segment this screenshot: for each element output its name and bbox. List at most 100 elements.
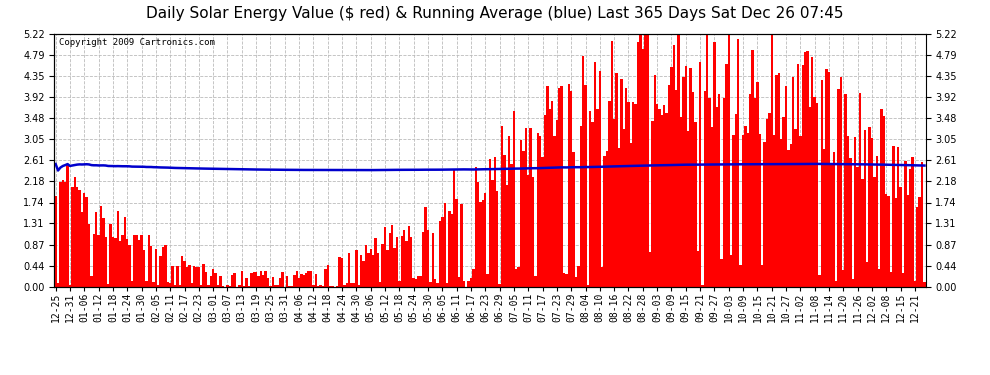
Bar — [410, 237, 413, 287]
Bar — [73, 177, 76, 287]
Bar — [706, 34, 709, 287]
Bar — [651, 121, 653, 287]
Bar — [844, 94, 846, 287]
Bar — [437, 282, 439, 287]
Bar — [826, 69, 828, 287]
Bar — [542, 158, 544, 287]
Bar — [88, 224, 90, 287]
Bar — [227, 285, 229, 287]
Bar — [288, 286, 291, 287]
Bar — [713, 42, 716, 287]
Bar — [389, 232, 391, 287]
Bar — [460, 204, 462, 287]
Bar — [548, 109, 550, 287]
Bar — [56, 284, 59, 287]
Bar — [515, 269, 518, 287]
Bar — [64, 182, 66, 287]
Bar — [181, 255, 183, 287]
Bar — [866, 262, 868, 287]
Bar — [892, 146, 895, 287]
Bar — [355, 250, 357, 287]
Bar — [430, 282, 432, 287]
Bar — [374, 238, 376, 287]
Bar — [530, 128, 532, 287]
Bar — [912, 157, 914, 287]
Bar — [765, 119, 768, 287]
Bar — [916, 207, 919, 287]
Bar — [620, 79, 623, 287]
Bar — [417, 276, 420, 287]
Bar — [300, 274, 303, 287]
Bar — [508, 136, 510, 287]
Bar — [215, 273, 217, 287]
Bar — [143, 251, 146, 287]
Bar — [379, 282, 381, 287]
Bar — [364, 246, 367, 287]
Bar — [723, 98, 725, 287]
Bar — [899, 187, 902, 287]
Bar — [102, 218, 105, 287]
Bar — [563, 273, 565, 287]
Bar — [601, 267, 604, 287]
Bar — [462, 281, 465, 287]
Bar — [90, 276, 93, 287]
Bar — [149, 246, 152, 287]
Bar — [591, 122, 594, 287]
Bar — [885, 194, 887, 287]
Bar — [188, 265, 190, 287]
Bar — [682, 77, 684, 287]
Bar — [878, 269, 880, 287]
Bar — [735, 114, 738, 287]
Bar — [721, 260, 723, 287]
Bar — [897, 147, 899, 287]
Bar — [887, 196, 890, 287]
Bar — [105, 237, 107, 287]
Bar — [122, 234, 124, 287]
Bar — [758, 134, 761, 287]
Bar — [875, 156, 878, 287]
Bar — [174, 285, 176, 287]
Bar — [733, 135, 735, 287]
Bar — [129, 245, 131, 287]
Bar — [234, 273, 236, 287]
Bar — [415, 279, 417, 287]
Bar — [205, 272, 207, 287]
Bar — [164, 244, 166, 287]
Bar — [525, 128, 527, 287]
Bar — [740, 264, 742, 287]
Bar — [448, 211, 450, 287]
Bar — [71, 187, 73, 287]
Bar — [778, 73, 780, 287]
Bar — [344, 285, 346, 287]
Bar — [718, 94, 721, 287]
Bar — [787, 150, 790, 287]
Bar — [637, 42, 640, 287]
Bar — [81, 212, 83, 287]
Bar — [518, 267, 520, 287]
Bar — [677, 34, 680, 287]
Bar — [644, 34, 646, 287]
Bar — [474, 168, 477, 287]
Bar — [195, 267, 198, 287]
Bar — [623, 129, 625, 287]
Bar — [819, 275, 821, 287]
Bar — [453, 170, 455, 287]
Text: Daily Solar Energy Value ($ red) & Running Average (blue) Last 365 Days Sat Dec : Daily Solar Energy Value ($ red) & Runni… — [147, 6, 843, 21]
Bar — [161, 247, 164, 287]
Bar — [689, 68, 692, 287]
Bar — [835, 281, 838, 287]
Bar — [310, 271, 312, 287]
Bar — [498, 284, 501, 287]
Bar — [579, 126, 582, 287]
Bar — [176, 267, 178, 287]
Bar — [467, 281, 470, 287]
Bar — [267, 278, 269, 287]
Bar — [501, 126, 503, 287]
Bar — [450, 214, 453, 287]
Bar — [535, 276, 537, 287]
Bar — [408, 226, 410, 287]
Bar — [904, 161, 907, 287]
Bar — [680, 117, 682, 287]
Bar — [687, 131, 689, 287]
Bar — [763, 142, 765, 287]
